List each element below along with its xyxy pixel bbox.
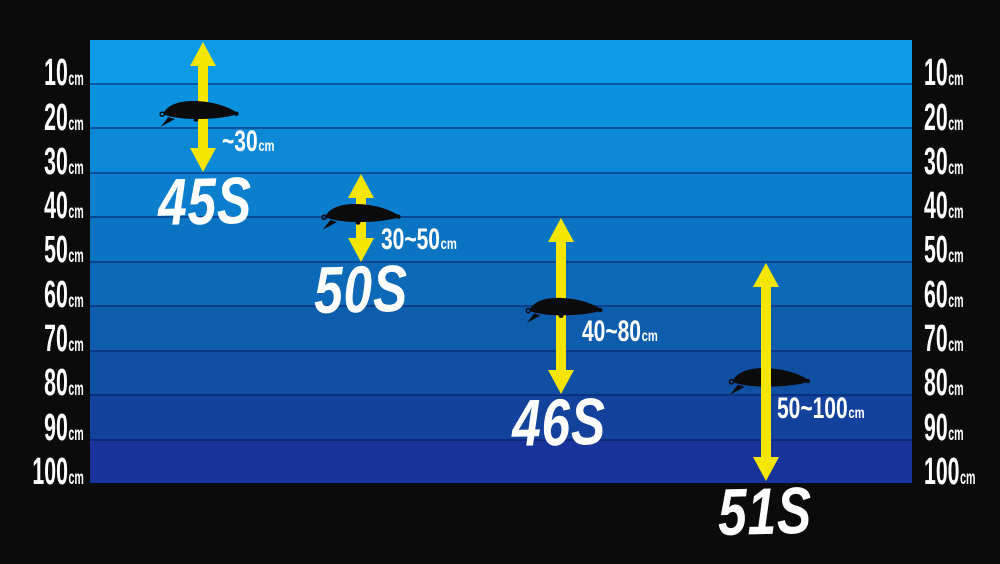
tick-value: 90 bbox=[44, 407, 69, 449]
arrow-down-icon bbox=[190, 148, 216, 172]
depth-band-0-10 bbox=[90, 40, 912, 83]
depth-band-10-20 bbox=[90, 82, 912, 127]
tick-unit: cm bbox=[948, 424, 964, 445]
tick-value: 20 bbox=[44, 97, 69, 139]
tick-value: 10 bbox=[44, 52, 69, 94]
depth-tick-left-50: 50cm bbox=[44, 231, 84, 269]
depth-band-20-30 bbox=[90, 127, 912, 172]
tick-unit: cm bbox=[948, 379, 964, 400]
depth-tick-left-90: 90cm bbox=[44, 409, 84, 447]
water-column bbox=[90, 40, 912, 483]
arrow-up-icon bbox=[753, 263, 779, 287]
tick-unit: cm bbox=[68, 246, 84, 267]
range-unit: cm bbox=[258, 138, 275, 155]
tick-unit: cm bbox=[68, 424, 84, 445]
model-label-45s: 45S bbox=[157, 162, 253, 239]
depth-range-arrow-50s bbox=[348, 174, 374, 262]
tick-unit: cm bbox=[68, 335, 84, 356]
tick-unit: cm bbox=[948, 114, 964, 135]
range-unit: cm bbox=[641, 328, 658, 345]
tick-unit: cm bbox=[948, 202, 964, 223]
arrow-down-icon bbox=[348, 238, 374, 262]
tick-value: 100 bbox=[924, 451, 960, 493]
depth-band-40-50 bbox=[90, 216, 912, 261]
depth-tick-left-40: 40cm bbox=[44, 187, 84, 225]
depth-tick-left-30: 30cm bbox=[44, 143, 84, 181]
range-unit: cm bbox=[848, 405, 865, 422]
depth-band-30-40 bbox=[90, 171, 912, 216]
arrow-down-icon bbox=[548, 370, 574, 394]
tick-value: 60 bbox=[924, 274, 948, 316]
depth-band-60-70 bbox=[90, 305, 912, 350]
arrow-shaft bbox=[761, 287, 771, 457]
depth-tick-right-90: 90cm bbox=[924, 409, 964, 447]
tick-unit: cm bbox=[68, 379, 84, 400]
depth-tick-left-100: 100cm bbox=[33, 453, 84, 491]
depth-tick-right-100: 100cm bbox=[924, 453, 975, 491]
tick-value: 10 bbox=[924, 52, 948, 94]
tick-value: 70 bbox=[924, 318, 948, 360]
tick-value: 90 bbox=[924, 407, 948, 449]
tick-unit: cm bbox=[948, 69, 964, 90]
depth-tick-right-10: 10cm bbox=[924, 54, 964, 92]
tick-unit: cm bbox=[68, 158, 84, 179]
model-label-51s: 51S bbox=[717, 472, 813, 549]
tick-value: 50 bbox=[924, 229, 948, 271]
tick-unit: cm bbox=[948, 158, 964, 179]
model-label-46s: 46S bbox=[511, 383, 607, 460]
model-label-50s: 50S bbox=[313, 250, 409, 327]
depth-tick-left-70: 70cm bbox=[44, 320, 84, 358]
tick-unit: cm bbox=[948, 291, 964, 312]
tick-unit: cm bbox=[68, 69, 84, 90]
tick-unit: cm bbox=[948, 246, 964, 267]
depth-tick-right-70: 70cm bbox=[924, 320, 964, 358]
depth-tick-right-40: 40cm bbox=[924, 187, 964, 225]
tick-value: 40 bbox=[44, 185, 69, 227]
depth-band-50-60 bbox=[90, 260, 912, 305]
range-value: 50~100 bbox=[777, 392, 848, 425]
depth-tick-left-20: 20cm bbox=[44, 99, 84, 137]
tick-value: 100 bbox=[32, 451, 69, 493]
tick-value: 50 bbox=[44, 229, 69, 271]
tick-value: 60 bbox=[44, 274, 69, 316]
depth-range-label-46s: 40~80cm bbox=[582, 317, 658, 347]
depth-range-label-51s: 50~100cm bbox=[777, 394, 865, 424]
depth-tick-left-60: 60cm bbox=[44, 276, 84, 314]
tick-value: 70 bbox=[44, 318, 69, 360]
depth-band-80-90 bbox=[90, 394, 912, 439]
range-value: ~30 bbox=[222, 125, 258, 158]
depth-tick-right-30: 30cm bbox=[924, 143, 964, 181]
tick-value: 20 bbox=[924, 97, 948, 139]
tick-value: 40 bbox=[924, 185, 948, 227]
tick-value: 30 bbox=[924, 141, 948, 183]
depth-tick-right-50: 50cm bbox=[924, 231, 964, 269]
tick-unit: cm bbox=[68, 291, 84, 312]
depth-tick-left-10: 10cm bbox=[44, 54, 84, 92]
depth-range-label-45s: ~30cm bbox=[222, 127, 275, 157]
depth-tick-right-20: 20cm bbox=[924, 99, 964, 137]
arrow-up-icon bbox=[548, 218, 574, 242]
arrow-down-icon bbox=[753, 457, 779, 481]
tick-unit: cm bbox=[68, 114, 84, 135]
tick-value: 30 bbox=[44, 141, 69, 183]
range-value: 30~50 bbox=[381, 223, 440, 256]
depth-tick-left-80: 80cm bbox=[44, 364, 84, 402]
tick-unit: cm bbox=[68, 468, 84, 489]
tick-unit: cm bbox=[68, 202, 84, 223]
tick-unit: cm bbox=[960, 468, 976, 489]
range-value: 40~80 bbox=[582, 315, 641, 348]
range-unit: cm bbox=[440, 236, 457, 253]
depth-tick-right-80: 80cm bbox=[924, 364, 964, 402]
tick-value: 80 bbox=[924, 362, 948, 404]
tick-unit: cm bbox=[948, 335, 964, 356]
depth-tick-right-60: 60cm bbox=[924, 276, 964, 314]
arrow-up-icon bbox=[190, 42, 216, 66]
depth-range-arrow-51s bbox=[753, 263, 779, 481]
arrow-up-icon bbox=[348, 174, 374, 198]
tick-value: 80 bbox=[44, 362, 69, 404]
depth-range-label-50s: 30~50cm bbox=[381, 225, 457, 255]
